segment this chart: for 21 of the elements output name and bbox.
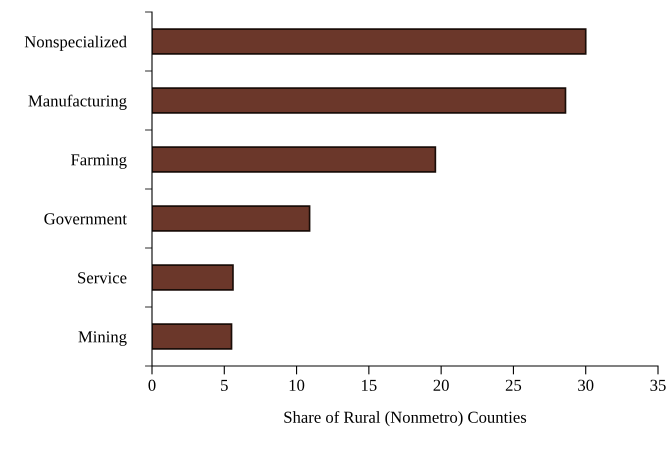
y-tick-label: Manufacturing	[28, 94, 127, 110]
x-tick-label: 20	[434, 380, 449, 391]
bar	[152, 323, 232, 350]
x-tick-label: 0	[148, 380, 156, 391]
y-tick-label: Farming	[71, 154, 127, 169]
bar	[152, 264, 234, 291]
x-tick-label: 35	[650, 380, 666, 391]
y-tick-label: Government	[44, 213, 127, 224]
y-tick-label: Nonspecialized	[24, 36, 127, 51]
bar	[152, 146, 436, 173]
x-tick-label: 25	[506, 380, 522, 391]
x-tick-label: 5	[221, 380, 228, 391]
bar	[152, 205, 310, 232]
y-tick-label: Service	[78, 272, 126, 284]
x-tick-label: 30	[578, 380, 594, 391]
bar	[152, 28, 587, 55]
x-tick-label: 15	[362, 380, 377, 391]
x-tick-label: 10	[290, 380, 304, 391]
x-axis-title: Share of Rural (Nonmetro) Counties	[284, 410, 526, 426]
bar	[152, 87, 566, 114]
y-tick-label: Mining	[78, 331, 127, 346]
